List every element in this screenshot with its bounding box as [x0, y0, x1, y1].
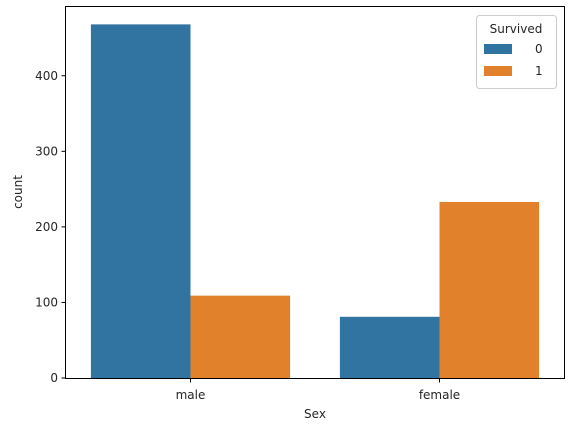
y-tick-label: 100: [35, 295, 58, 309]
y-axis-ticks: 0 100 200 300 400: [35, 69, 66, 385]
y-tick-label: 400: [35, 69, 58, 83]
legend-title: Survived: [490, 22, 543, 36]
plot-frame: [65, 6, 565, 379]
legend-label-0: 0: [535, 42, 543, 56]
bars-group: [90, 24, 540, 379]
bar-male-survived-1: [190, 295, 291, 378]
bar-male-survived-0: [90, 24, 191, 379]
legend-entries: 01: [484, 42, 543, 78]
legend-swatch-1: [484, 66, 512, 76]
legend-swatch-0: [484, 44, 512, 54]
x-axis-label: Sex: [304, 407, 326, 421]
y-tick-label: 0: [50, 371, 58, 385]
y-tick-label: 200: [35, 220, 58, 234]
y-tick-label: 300: [35, 144, 58, 158]
bar-female-survived-1: [439, 201, 540, 378]
x-tick-label-female: female: [419, 388, 460, 402]
bar-female-survived-0: [339, 316, 440, 378]
x-tick-label-male: male: [176, 388, 206, 402]
legend: Survived 01: [476, 15, 557, 89]
y-axis-label: count: [11, 175, 25, 209]
x-axis-ticks: male female: [176, 378, 460, 402]
legend-label-1: 1: [535, 64, 543, 78]
